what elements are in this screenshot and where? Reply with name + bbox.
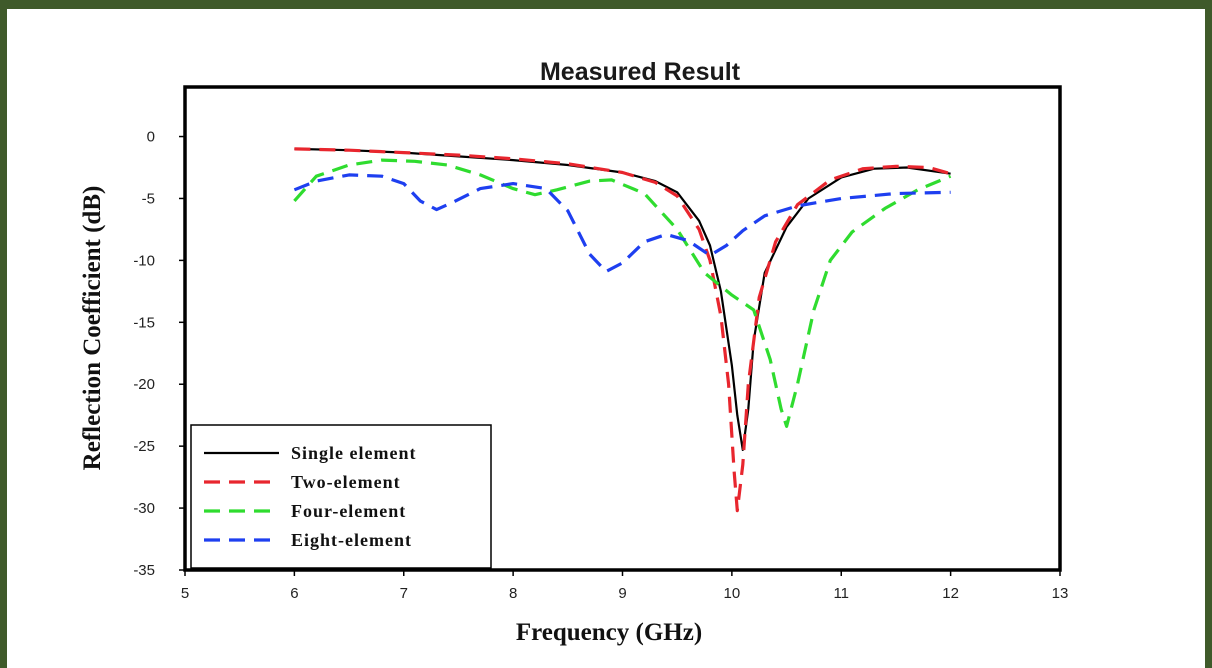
y-tick-label: -20 xyxy=(133,376,155,393)
x-tick-label: 13 xyxy=(1052,585,1069,602)
series-group xyxy=(293,147,952,513)
legend-box xyxy=(190,424,492,569)
x-tick-label: 10 xyxy=(724,585,741,602)
x-axis-label: Frequency (GHz) xyxy=(516,619,702,646)
chart-title: Measured Result xyxy=(540,58,741,86)
legend-label: Single element xyxy=(291,443,416,463)
x-tick-label: 5 xyxy=(181,585,189,602)
y-tick-label: -35 xyxy=(133,562,155,579)
y-tick-label: -25 xyxy=(133,438,155,455)
series-line-2 xyxy=(294,147,952,513)
series-line-3 xyxy=(293,158,952,428)
y-tick-label: -30 xyxy=(133,500,155,517)
y-axis-label: Reflection Coefficient (dB) xyxy=(79,186,106,471)
legend-label: Two-element xyxy=(291,472,401,492)
series-line-4 xyxy=(293,173,951,274)
x-tick-label: 8 xyxy=(509,585,517,602)
x-tick-label: 7 xyxy=(400,585,408,602)
axis-ticks: 5 6 7 8 9 10 11 12 13 0 -5 -10 -15 -20 -25 -30 -35 xyxy=(133,129,1068,602)
y-tick-label: -15 xyxy=(133,314,155,331)
y-tick-label: -5 xyxy=(142,190,155,207)
x-tick-label: 6 xyxy=(290,585,298,602)
x-tick-label: 12 xyxy=(942,585,959,602)
legend-label: Four-element xyxy=(291,501,406,521)
legend-label: Eight-element xyxy=(291,530,412,550)
x-tick-label: 9 xyxy=(618,585,626,602)
y-tick-label: -10 xyxy=(133,252,155,269)
legend: Single element Two-element Four-element Eig… xyxy=(190,424,492,569)
x-tick-label: 11 xyxy=(833,585,849,602)
y-tick-label: 0 xyxy=(147,129,155,146)
